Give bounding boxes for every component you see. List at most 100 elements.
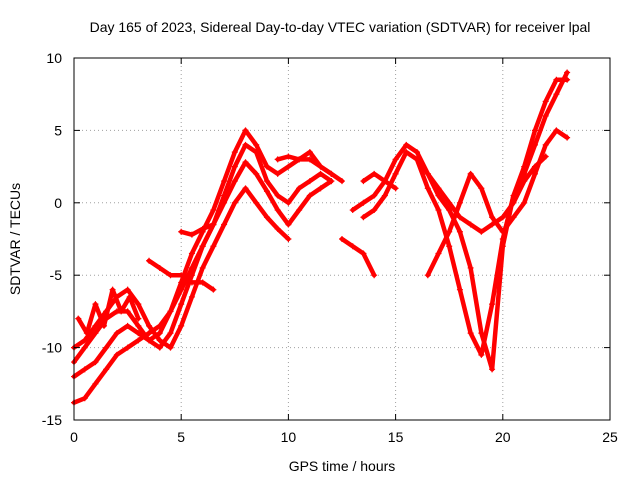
y-tick-label: -5 <box>50 267 63 283</box>
data-point <box>263 163 270 170</box>
x-tick-label: 20 <box>495 429 511 445</box>
data-point <box>113 351 120 358</box>
data-point <box>124 322 131 329</box>
x-tick-label: 15 <box>388 429 404 445</box>
data-point <box>349 243 356 250</box>
data-point <box>199 279 206 286</box>
data-point <box>92 359 99 366</box>
data-point <box>221 221 228 228</box>
data-point <box>135 322 142 329</box>
data-point <box>92 322 99 329</box>
data-point <box>156 344 163 351</box>
data-point <box>499 228 506 235</box>
data-point <box>285 236 292 242</box>
data-point <box>167 344 174 351</box>
data-point <box>564 76 571 83</box>
data-point <box>553 76 560 83</box>
data-point <box>103 366 110 373</box>
data-point <box>489 221 496 228</box>
y-axis-label: SDTVAR / TECUs <box>7 183 23 295</box>
data-point <box>285 199 292 206</box>
data-point <box>135 337 142 344</box>
data-point <box>296 156 303 163</box>
data-point <box>135 315 142 322</box>
data-point <box>146 257 153 264</box>
data-point <box>317 170 324 177</box>
data-point <box>542 112 549 119</box>
data-point <box>446 243 453 250</box>
data-point <box>306 149 313 156</box>
data-point <box>446 228 453 235</box>
data-point <box>435 192 442 199</box>
data-point <box>263 178 270 185</box>
data-point <box>424 185 431 192</box>
data-point <box>349 207 356 214</box>
data-point <box>210 243 217 250</box>
data-point <box>392 170 399 177</box>
data-point <box>435 185 442 192</box>
data-point <box>285 221 292 228</box>
series-track-8 <box>350 70 570 372</box>
x-tick-label: 5 <box>177 429 185 445</box>
series-track-12 <box>339 236 377 278</box>
data-point <box>210 286 217 293</box>
data-point <box>231 199 238 206</box>
data-point <box>113 330 120 337</box>
data-point <box>285 153 292 160</box>
data-point <box>167 308 174 315</box>
data-point <box>328 170 335 177</box>
data-point <box>178 301 185 308</box>
data-point <box>156 330 163 337</box>
chart-title: Day 165 of 2023, Sidereal Day-to-day VTE… <box>90 19 591 35</box>
data-point <box>92 301 99 308</box>
data-point <box>253 170 260 177</box>
data-point <box>253 199 260 206</box>
data-point <box>92 330 99 337</box>
series-track-14 <box>361 171 398 191</box>
data-point <box>306 192 313 199</box>
data-point <box>371 207 378 214</box>
data-point <box>553 91 560 98</box>
data-point <box>360 250 367 257</box>
data-point <box>135 330 142 337</box>
data-point <box>188 272 195 279</box>
data-point <box>118 308 125 315</box>
data-point <box>188 250 195 257</box>
x-tick-label: 25 <box>602 429 618 445</box>
data-layer <box>71 69 571 406</box>
data-point <box>446 199 453 206</box>
y-tick-label: -10 <box>42 340 62 356</box>
data-point <box>489 366 496 373</box>
data-point <box>178 272 185 279</box>
data-point <box>360 199 367 206</box>
data-point <box>81 344 88 351</box>
data-point <box>188 231 195 238</box>
data-point <box>531 170 538 177</box>
plot-frame <box>73 57 611 421</box>
y-tick-label: 5 <box>54 122 62 138</box>
data-point <box>231 178 238 185</box>
data-point <box>146 337 153 344</box>
data-point <box>510 199 517 206</box>
data-point <box>414 156 421 163</box>
data-point <box>146 322 153 329</box>
data-point <box>199 225 206 232</box>
data-point <box>124 308 131 315</box>
data-point <box>135 301 142 308</box>
data-point <box>242 159 249 166</box>
data-point <box>467 330 474 337</box>
data-point <box>221 178 228 185</box>
data-point <box>456 228 463 235</box>
data-point <box>392 156 399 163</box>
data-point <box>101 322 108 329</box>
data-point <box>124 286 131 293</box>
data-point <box>489 301 496 308</box>
data-point <box>83 330 90 337</box>
data-point <box>403 149 410 156</box>
data-point <box>339 178 345 185</box>
data-point <box>199 243 206 250</box>
data-point <box>274 207 281 214</box>
data-point <box>521 199 528 206</box>
data-point <box>126 293 133 300</box>
data-point <box>467 221 474 228</box>
